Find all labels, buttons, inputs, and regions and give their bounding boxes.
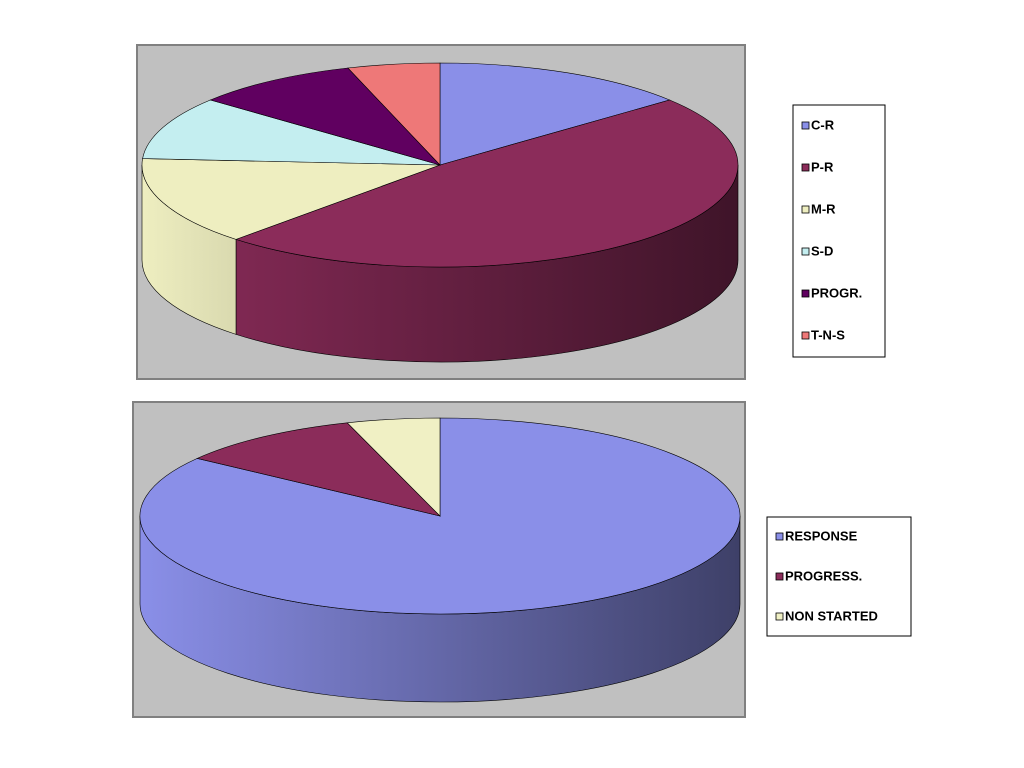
legend-swatch (775, 572, 784, 581)
slice (235, 99, 739, 268)
legend-swatch (775, 612, 784, 621)
legend-swatch (801, 163, 810, 172)
legend-label: PROGRESS. (785, 568, 862, 583)
legend-label: C-R (811, 117, 835, 132)
legend-label: NON STARTED (785, 608, 878, 623)
legend-swatch (801, 247, 810, 256)
legend-swatch (801, 331, 810, 340)
legend-label: S-D (811, 243, 833, 258)
legend-box (766, 516, 912, 637)
legend-box (792, 104, 886, 358)
slice (141, 158, 441, 240)
legend-swatch (801, 205, 810, 214)
legend-swatch (775, 532, 784, 541)
legend-swatch (801, 121, 810, 130)
legend-swatch (801, 289, 810, 298)
chart: C-R P-R M-R S-D PROGR. T-N-S (141, 62, 862, 363)
slice (346, 417, 441, 517)
legend-label: PROGR. (811, 285, 862, 300)
slice (209, 67, 441, 166)
legend-label: M-R (811, 201, 836, 216)
legend-label: P-R (811, 159, 834, 174)
legend-label: RESPONSE (785, 528, 858, 543)
slice (439, 62, 671, 166)
chart: RESPONSE PROGRESS. NON STARTED (139, 417, 878, 703)
slice (142, 99, 441, 166)
slice (196, 422, 441, 517)
legend-label: T-N-S (811, 327, 845, 342)
slice (347, 62, 441, 166)
